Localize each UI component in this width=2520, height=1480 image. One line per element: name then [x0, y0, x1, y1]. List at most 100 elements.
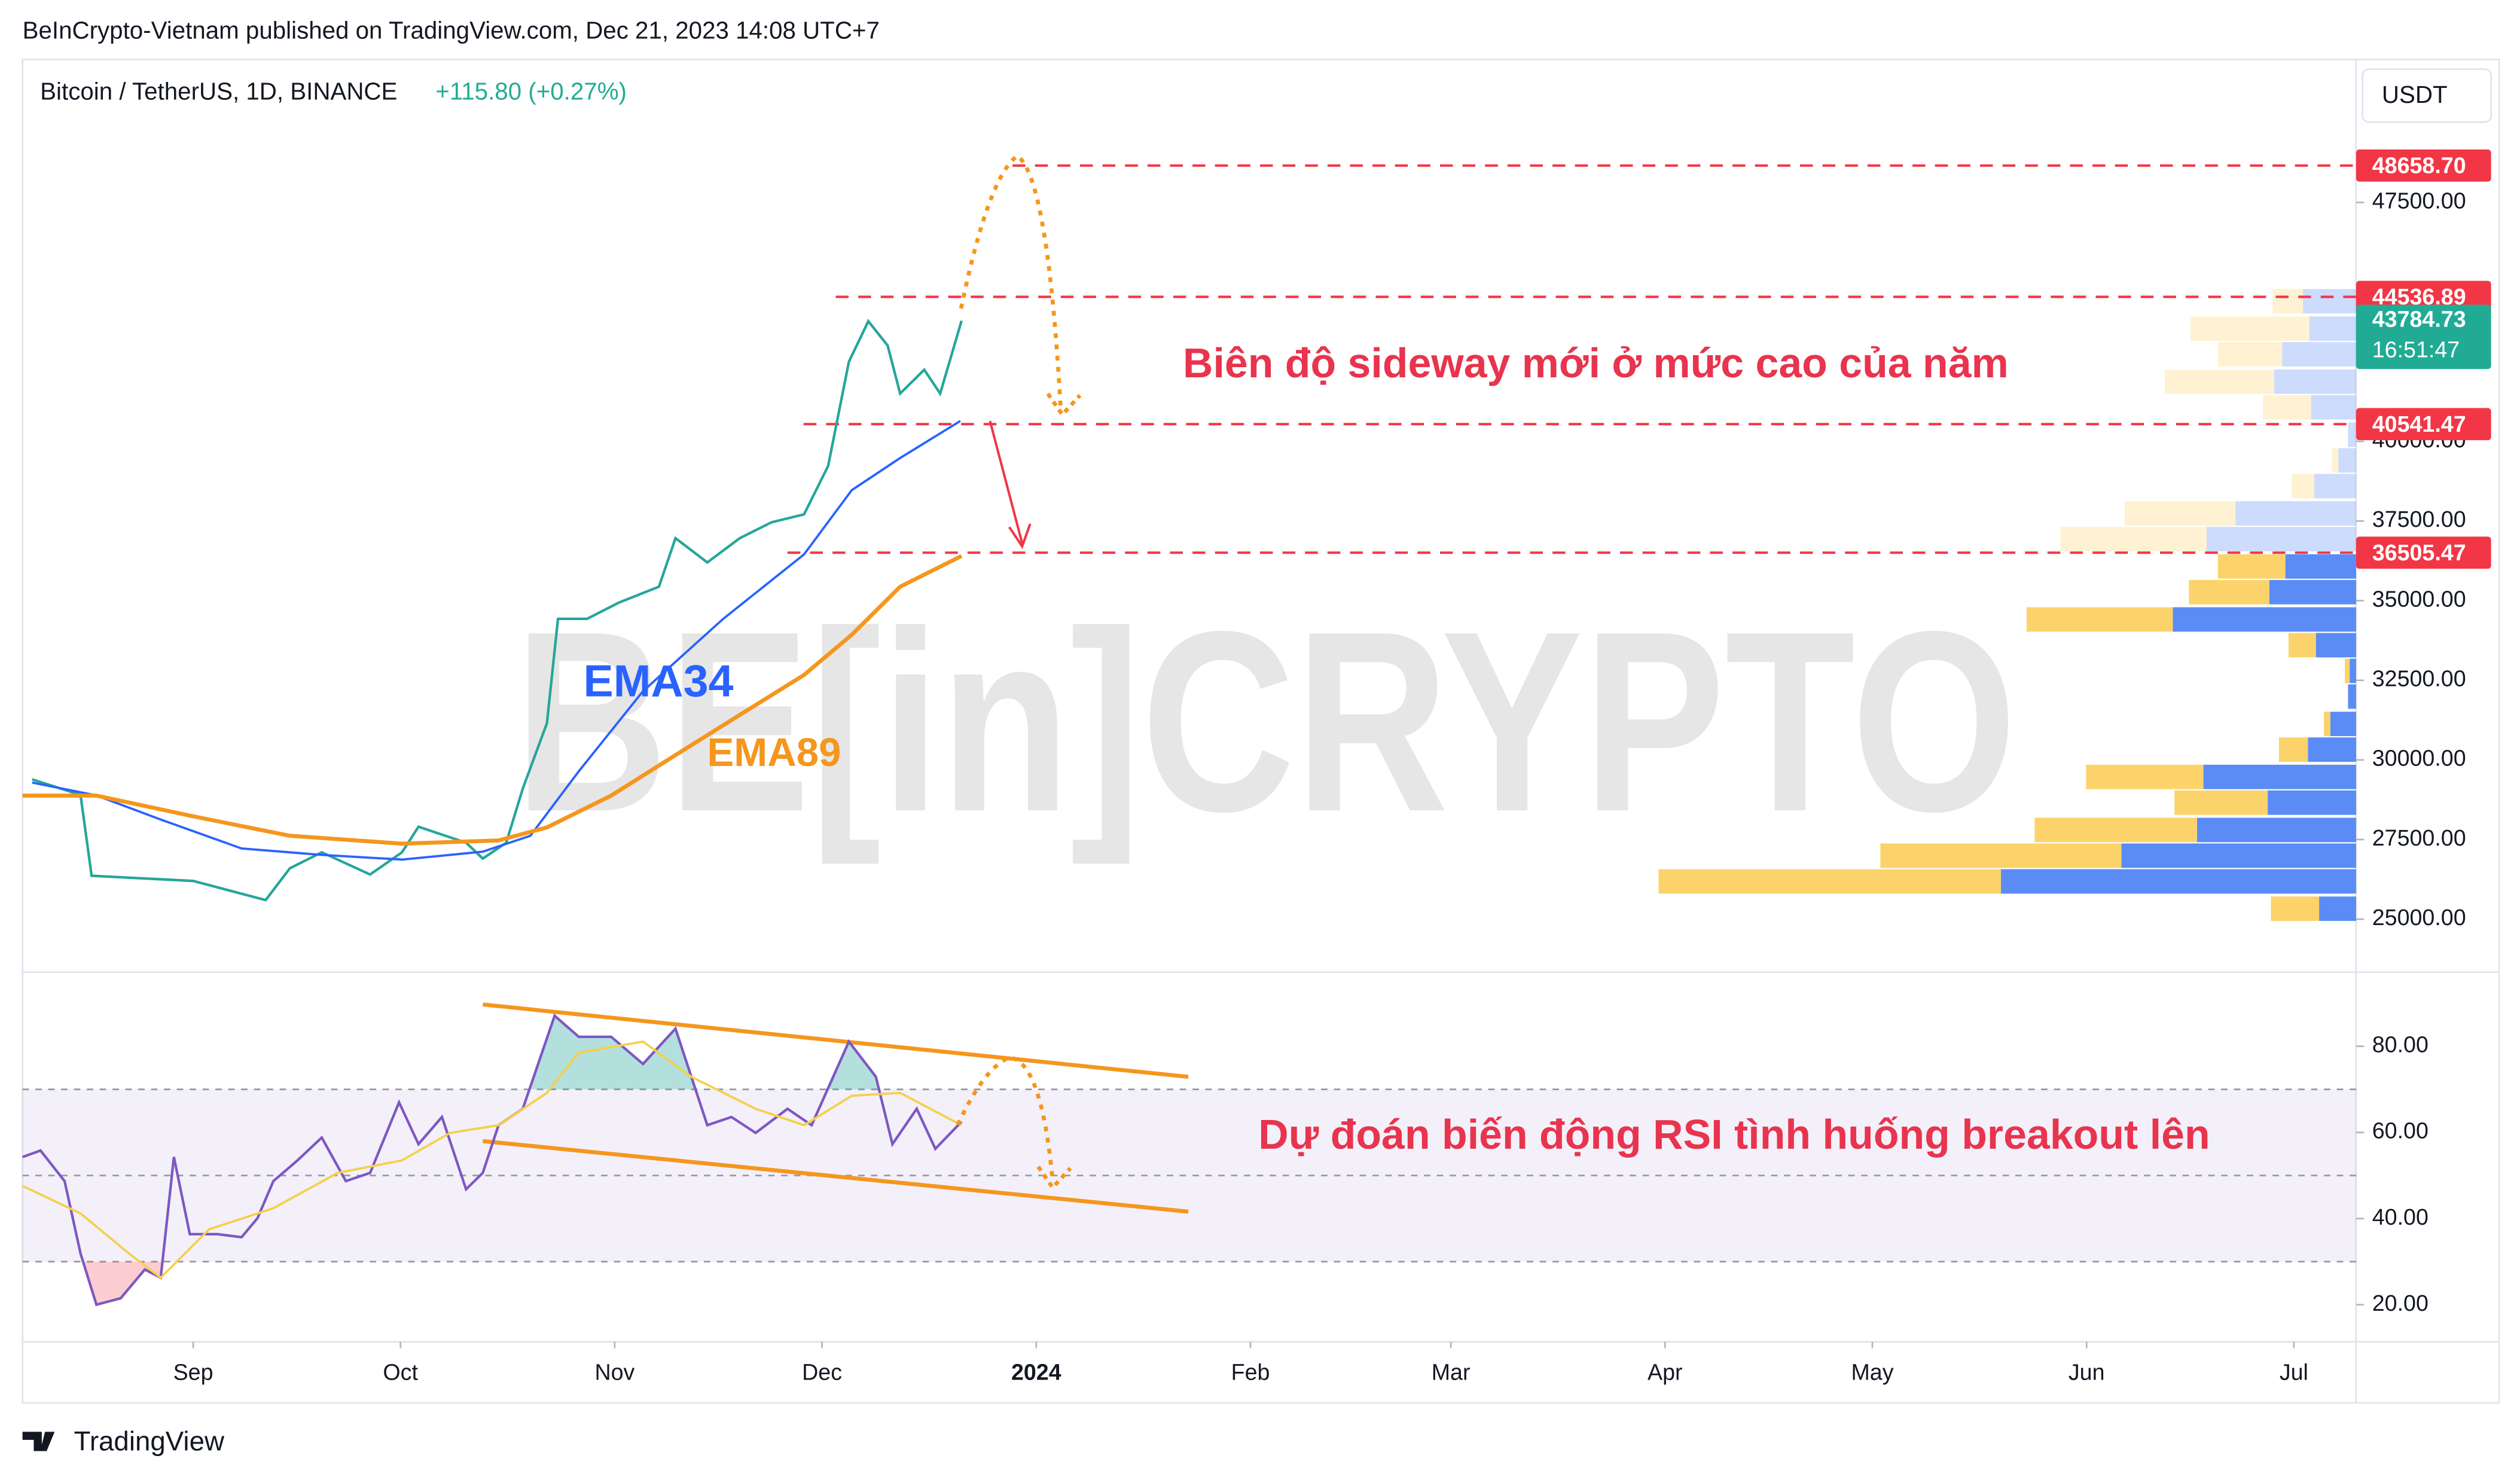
- y-tick-label: 27500.00: [2372, 825, 2466, 850]
- volume-up: [2282, 342, 2356, 367]
- volume-up: [2269, 579, 2356, 605]
- trendline: [482, 1139, 1189, 1214]
- logo-mark: [22, 1432, 55, 1451]
- watermark: BE[in]CRYPTO: [514, 578, 2017, 866]
- volume-up: [2314, 474, 2356, 499]
- publish-info: BeInCrypto-Vietnam published on TradingV…: [23, 17, 880, 44]
- series-label: EMA89: [707, 730, 841, 775]
- level-label: 48658.70: [2372, 153, 2466, 178]
- y-tick-label: 40.00: [2372, 1204, 2429, 1229]
- y-tick-label: 80.00: [2372, 1032, 2429, 1057]
- x-tick-label: Oct: [383, 1360, 418, 1385]
- rsi-projection-arrow: [1036, 1165, 1072, 1191]
- volume-up: [2308, 737, 2356, 762]
- level-label-box: [2356, 536, 2491, 569]
- volume-down: [2190, 316, 2310, 341]
- footer-logo: TradingView: [22, 1426, 225, 1456]
- volume-down: [2332, 448, 2339, 473]
- x-tick-label: 2024: [1011, 1360, 1061, 1385]
- last-price-label: 43784.73: [2372, 306, 2466, 331]
- volume-up: [2203, 764, 2356, 789]
- plot-layer: 25000.00 27500.00 30000.00 32500.00 35000.00…: [22, 149, 2491, 1385]
- volume-up: [2309, 316, 2356, 341]
- volume-up: [2206, 527, 2356, 551]
- volume-down: [2272, 289, 2304, 314]
- y-tick-label: 35000.00: [2372, 586, 2466, 611]
- currency-button[interactable]: [2362, 68, 2492, 123]
- y-tick-label: 47500.00: [2372, 188, 2466, 213]
- overbought-fill: [529, 1015, 879, 1090]
- level-label-box: [2356, 408, 2491, 441]
- x-tick-label: May: [1851, 1360, 1893, 1385]
- series-line: [22, 1040, 962, 1280]
- volume-up: [2348, 684, 2356, 709]
- volume-up: [2319, 896, 2356, 921]
- last-price-box: [2356, 304, 2491, 370]
- x-tick-label: Sep: [173, 1360, 213, 1385]
- volume-up: [2274, 369, 2356, 394]
- drop-arrow: [989, 420, 1032, 550]
- oversold-fill: [22, 1261, 962, 1305]
- trendline: [482, 1002, 1189, 1079]
- volume-down: [2324, 712, 2330, 737]
- rsi-projection-curve: [956, 1055, 1055, 1182]
- volume-down: [2189, 579, 2269, 605]
- projection-curve: [959, 153, 1063, 410]
- level-label: 40541.47: [2372, 411, 2466, 437]
- volume-up: [2235, 501, 2356, 526]
- currency[interactable]: USDT: [2382, 81, 2448, 108]
- y-tick-label: 20.00: [2372, 1290, 2429, 1316]
- series-label: EMA34: [584, 656, 734, 706]
- volume-down: [2165, 369, 2274, 394]
- volume-down: [2263, 395, 2311, 420]
- volume-down: [2278, 737, 2308, 762]
- y-tick-label: 60.00: [2372, 1118, 2429, 1143]
- volume-up: [2311, 395, 2356, 420]
- volume-down: [2060, 527, 2207, 551]
- annotation: Biên độ sideway mới ở mức cao của năm: [1183, 340, 2009, 386]
- x-tick-label: Dec: [802, 1360, 842, 1385]
- volume-down: [2292, 474, 2314, 499]
- annotation: Dự đoán biến động RSI tình huống breakou…: [1258, 1111, 2210, 1158]
- volume-down: [1658, 869, 2001, 894]
- volume-up: [2173, 607, 2356, 632]
- series-line: [32, 319, 963, 902]
- volume-down: [2124, 501, 2236, 526]
- volume-up: [2338, 448, 2356, 473]
- volume-up: [2315, 633, 2356, 658]
- price-change: +115.80 (+0.27%): [435, 78, 627, 105]
- volume-down: [1880, 843, 2122, 868]
- volume-down: [2217, 342, 2283, 367]
- projection-arrow: [1046, 392, 1082, 418]
- y-tick-label: 25000.00: [2372, 905, 2466, 930]
- volume-up: [2348, 422, 2356, 447]
- volume-down: [2034, 817, 2197, 843]
- volume-down: [2271, 896, 2320, 921]
- symbol: Bitcoin / TetherUS, 1D, BINANCE: [40, 78, 397, 105]
- volume-down: [2345, 658, 2350, 683]
- volume-down: [2174, 790, 2268, 815]
- frame: [22, 59, 2500, 1404]
- x-tick-label: Jul: [2280, 1360, 2308, 1385]
- x-tick-label: Feb: [1231, 1360, 1270, 1385]
- volume-up: [2196, 817, 2356, 843]
- volume-up: [2000, 869, 2356, 894]
- volume-up: [2303, 289, 2356, 314]
- x-tick-label: Jun: [2069, 1360, 2105, 1385]
- volume-up: [2350, 658, 2356, 683]
- level-label-box: [2356, 149, 2491, 182]
- x-tick-label: Apr: [1648, 1360, 1683, 1385]
- volume-up: [2121, 843, 2356, 868]
- y-tick-label: 30000.00: [2372, 746, 2466, 771]
- x-tick-label: Nov: [594, 1360, 634, 1385]
- volume-down: [2217, 554, 2286, 579]
- y-tick-label: 37500.00: [2372, 506, 2466, 532]
- volume-down: [2026, 607, 2173, 632]
- footer-brand: TradingView: [74, 1426, 225, 1456]
- volume-down: [2289, 633, 2316, 658]
- x-tick-label: Mar: [1432, 1360, 1470, 1385]
- series-line: [32, 420, 961, 861]
- volume-down: [2086, 764, 2204, 789]
